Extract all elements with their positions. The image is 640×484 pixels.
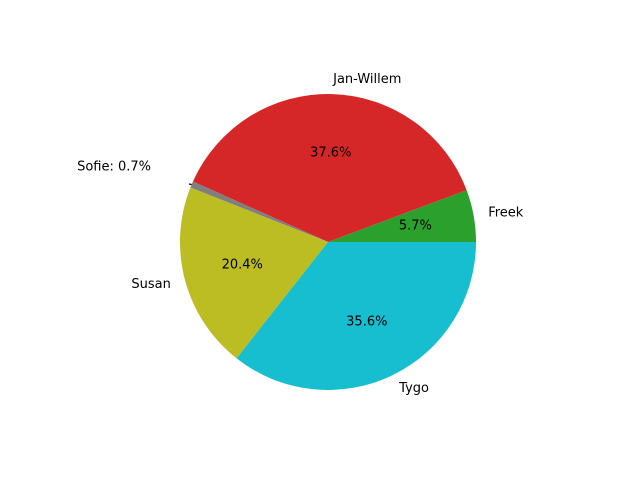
- pie-pct-label-freek: 5.7%: [399, 219, 432, 234]
- annotation-label-sofie: Sofie: 0.7%: [77, 160, 151, 175]
- pie-pct-label-susan: 20.4%: [222, 258, 263, 273]
- pie-slices: [179, 93, 476, 391]
- pie-slice-jan-willem: [192, 93, 467, 243]
- annotation-arrow-line: [188, 183, 192, 186]
- pie-labels: 5.7% Freek 37.6% Jan-Willem Sofie: 0.7% 20.4%…: [77, 72, 524, 396]
- pie-category-label-freek: Freek: [488, 206, 524, 221]
- pie-slice-susan: [179, 187, 328, 359]
- pie-pct-label-jan-willem: 37.6%: [310, 146, 351, 161]
- pie-category-label-jan-willem: Jan-Willem: [332, 72, 401, 87]
- pie-slice-tygo: [236, 242, 476, 391]
- pie-slice-freek: [328, 190, 476, 242]
- pie-pct-label-tygo: 35.6%: [346, 314, 387, 329]
- pie-category-label-susan: Susan: [131, 277, 170, 292]
- pie-category-label-tygo: Tygo: [398, 381, 429, 396]
- pie-slice-sofie: [190, 181, 328, 242]
